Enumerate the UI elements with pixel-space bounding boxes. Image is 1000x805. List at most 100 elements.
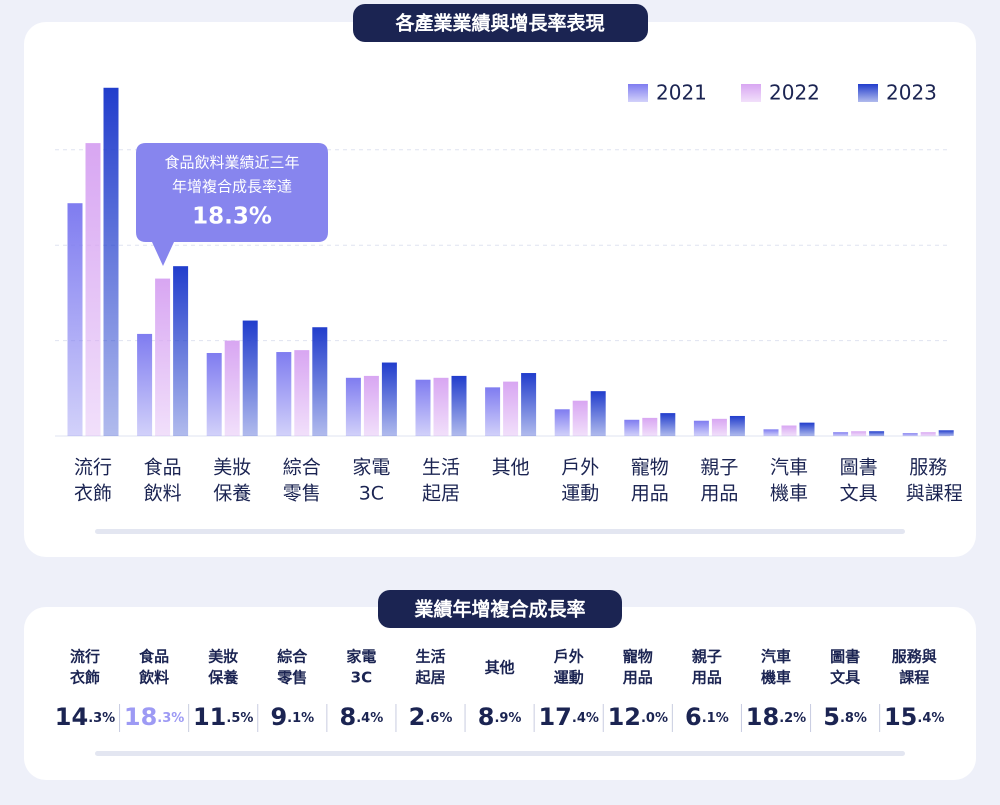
bar [206,352,222,436]
bar [451,375,467,436]
column-label: 飲料 [138,669,169,687]
rate: 17.4% [538,703,598,731]
bar [85,143,101,436]
column-label: 運動 [554,669,584,687]
rate: 8.4% [340,703,384,731]
column-label: 其他 [485,659,515,677]
column-label: 親子 [692,648,722,666]
scroll-track [95,751,905,756]
legend-label: 2022 [769,81,820,105]
rate: 12.0% [608,703,668,731]
table-card [24,607,976,780]
annotation: 18.3% [192,204,272,230]
x-tick-label: 零售 [283,483,321,505]
column-label: 家電 [346,648,376,666]
bar [503,381,519,436]
bar [67,203,83,436]
legend-swatch [858,84,878,102]
x-tick-label: 綜合 [283,457,321,479]
x-tick-label: 服務 [909,457,947,479]
bar [642,417,658,436]
rate: 14.3% [55,703,115,731]
bar [660,413,676,436]
column-label: 文具 [830,669,860,687]
rate: 18.3% [124,703,184,731]
column-label: 服務與 [892,648,937,666]
table-title: 業績年增複合成長率 [413,598,585,621]
x-tick-label: 流行 [74,457,112,479]
legend-swatch [741,84,761,102]
x-tick-label: 圖書 [840,457,878,479]
column-label: 戶外 [554,648,584,666]
annotation: 食品飲料業績近三年 [164,154,299,172]
column-label: 美妝 [208,648,238,666]
bar [276,352,292,436]
rate: 6.1% [685,703,729,731]
column-label: 機車 [761,669,791,687]
x-tick-label: 衣飾 [74,483,112,505]
column-label: 用品 [692,669,722,687]
callout [136,143,328,266]
column-label: 保養 [207,669,239,687]
x-tick-label: 用品 [700,483,738,505]
bar [433,377,449,436]
bar [920,432,936,436]
rate: 8.9% [478,703,522,731]
legend-label: 2023 [886,81,937,105]
bar [415,379,431,436]
bar [294,350,310,436]
bar [711,418,727,436]
title-pill [378,590,622,628]
bar [173,266,189,436]
bar [624,419,640,436]
bar [781,425,797,436]
title-pill [353,4,648,42]
x-tick-label: 起居 [422,483,460,505]
rate: 9.1% [270,703,314,731]
bar [224,340,240,436]
column-label: 圖書 [830,648,860,666]
x-tick-label: 3C [359,483,384,505]
x-tick-label: 戶外 [561,457,599,479]
scroll-track [95,529,905,534]
bar [103,87,119,437]
x-tick-label: 家電 [352,457,390,479]
x-tick-label: 美妝 [213,457,251,479]
x-tick-label: 其他 [492,457,530,479]
x-tick-label: 汽車 [770,457,808,479]
column-label: 生活 [415,648,445,666]
column-label: 綜合 [277,648,308,666]
bar [590,391,606,436]
bar [869,431,885,436]
bar [833,432,849,436]
bar [381,362,397,436]
column-label: 起居 [414,669,445,687]
bar [554,409,570,436]
column-label: 流行 [70,648,100,666]
annotation: 年增複合成長率達 [172,178,292,196]
legend-swatch [628,84,648,102]
chart-title: 各產業業績與增長率表現 [394,12,604,35]
bar [345,377,361,436]
x-tick-label: 食品 [144,457,182,479]
x-tick-label: 用品 [631,483,669,505]
legend-label: 2021 [656,81,707,105]
bar [902,433,918,436]
x-tick-label: 生活 [422,457,460,479]
column-label: 課程 [899,669,929,687]
rate: 2.6% [409,703,453,731]
column-label: 3C [351,669,372,687]
column-label: 汽車 [761,648,791,666]
rate: 11.5% [193,703,253,731]
bar [521,373,537,436]
x-tick-label: 保養 [213,483,251,505]
column-label: 衣飾 [70,669,100,687]
column-label: 零售 [276,669,307,687]
bar [155,278,171,436]
bar [363,375,379,436]
bar [312,327,328,436]
column-label: 食品 [139,648,169,666]
x-tick-label: 文具 [840,483,878,505]
x-tick-label: 運動 [561,483,599,505]
x-tick-label: 寵物 [631,457,669,479]
